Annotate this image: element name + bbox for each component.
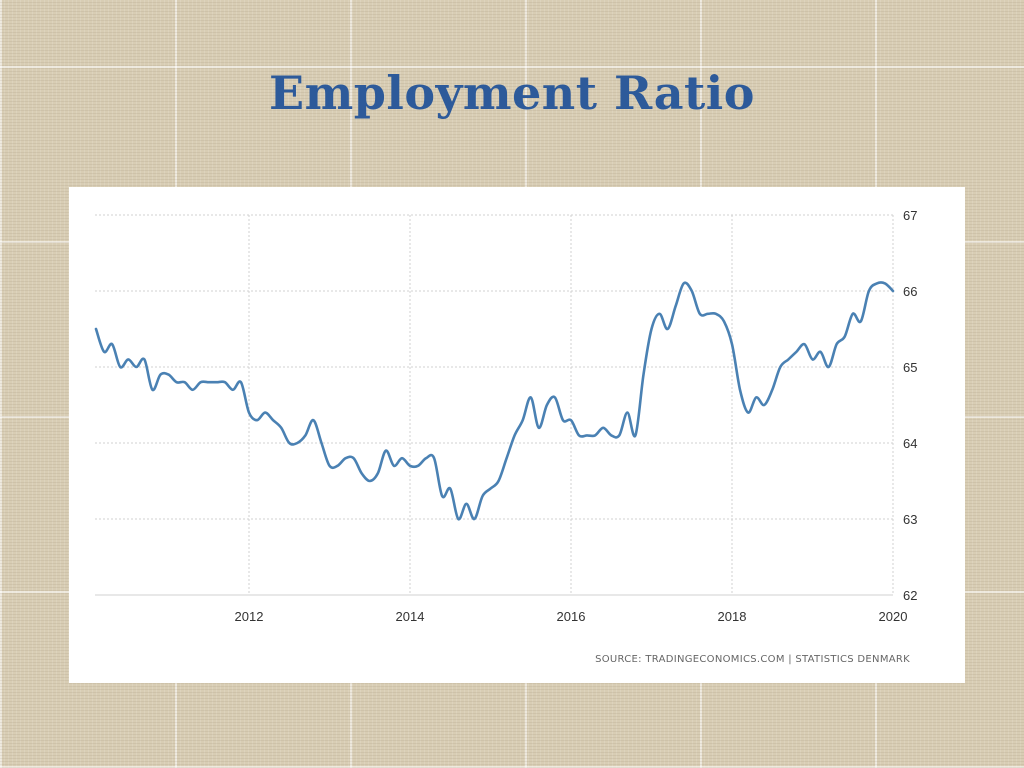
line-chart: 62 63 64 65 66 67 2012 2014 2016 2018 2020 [94, 208, 918, 624]
source-note: SOURCE: TRADINGECONOMICS.COM | STATISTIC… [595, 654, 910, 665]
y-tick-label-66: 66 [903, 284, 917, 299]
chart-panel: 62 63 64 65 66 67 2012 2014 2016 2018 2020 SOURCE:… [69, 187, 965, 683]
x-tick-label-2012: 2012 [235, 609, 264, 624]
y-tick-label-63: 63 [903, 512, 917, 527]
y-tick-label-64: 64 [903, 436, 917, 451]
grid-layer [95, 214, 894, 596]
x-tick-label-2018: 2018 [718, 609, 747, 624]
x-tick-label-2014: 2014 [396, 609, 425, 624]
x-tick-label-2020: 2020 [879, 609, 908, 624]
x-tick-label-2016: 2016 [557, 609, 586, 624]
y-tick-label-62: 62 [903, 588, 917, 603]
tick-layer: 62 63 64 65 66 67 2012 2014 2016 2018 2020 [235, 208, 918, 624]
slide-title: Employment Ratio [269, 66, 755, 120]
y-tick-label-65: 65 [903, 360, 917, 375]
y-tick-label-67: 67 [903, 208, 917, 223]
series-line [94, 281, 895, 521]
